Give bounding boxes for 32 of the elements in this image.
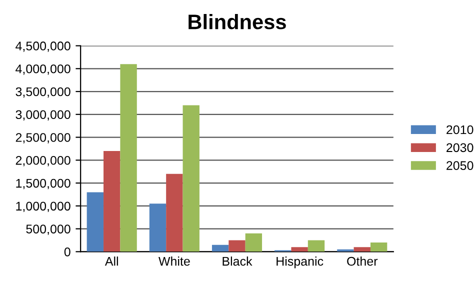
legend-label: 2030 [446, 143, 474, 152]
y-tick-label: 1,000,000 [16, 202, 70, 212]
x-tick-label: Other [347, 256, 378, 266]
bar [104, 151, 120, 252]
x-tick-label: All [104, 256, 118, 266]
x-tick-label: Black [222, 256, 252, 266]
bar [370, 242, 388, 252]
bar [166, 174, 183, 252]
bar [212, 244, 229, 252]
y-tick-label: 1,500,000 [16, 178, 70, 190]
bar [120, 64, 137, 252]
bar [228, 240, 246, 252]
y-tick-label: 500,000 [26, 224, 70, 235]
bar [245, 233, 262, 252]
bar [149, 204, 166, 252]
x-tick-label: White [158, 256, 190, 266]
bar [291, 247, 308, 252]
bar [354, 247, 370, 252]
x-tick-label: Hispanic [276, 256, 324, 268]
y-tick-label: 3,000,000 [16, 110, 70, 121]
y-tick-label: 4,500,000 [16, 42, 70, 52]
y-tick-label: 3,500,000 [16, 87, 70, 98]
y-tick-label: 2,000,000 [16, 156, 70, 166]
bar [308, 240, 325, 252]
legend-label: 2050 [446, 161, 474, 170]
chart-title: Blindness [188, 14, 286, 30]
legend-label: 2010 [446, 125, 474, 134]
bar [86, 192, 104, 252]
bar [182, 105, 200, 252]
y-tick-label: 2,500,000 [16, 133, 70, 144]
y-tick-label: 0 [64, 247, 70, 256]
y-tick-label: 4,000,000 [16, 64, 70, 75]
